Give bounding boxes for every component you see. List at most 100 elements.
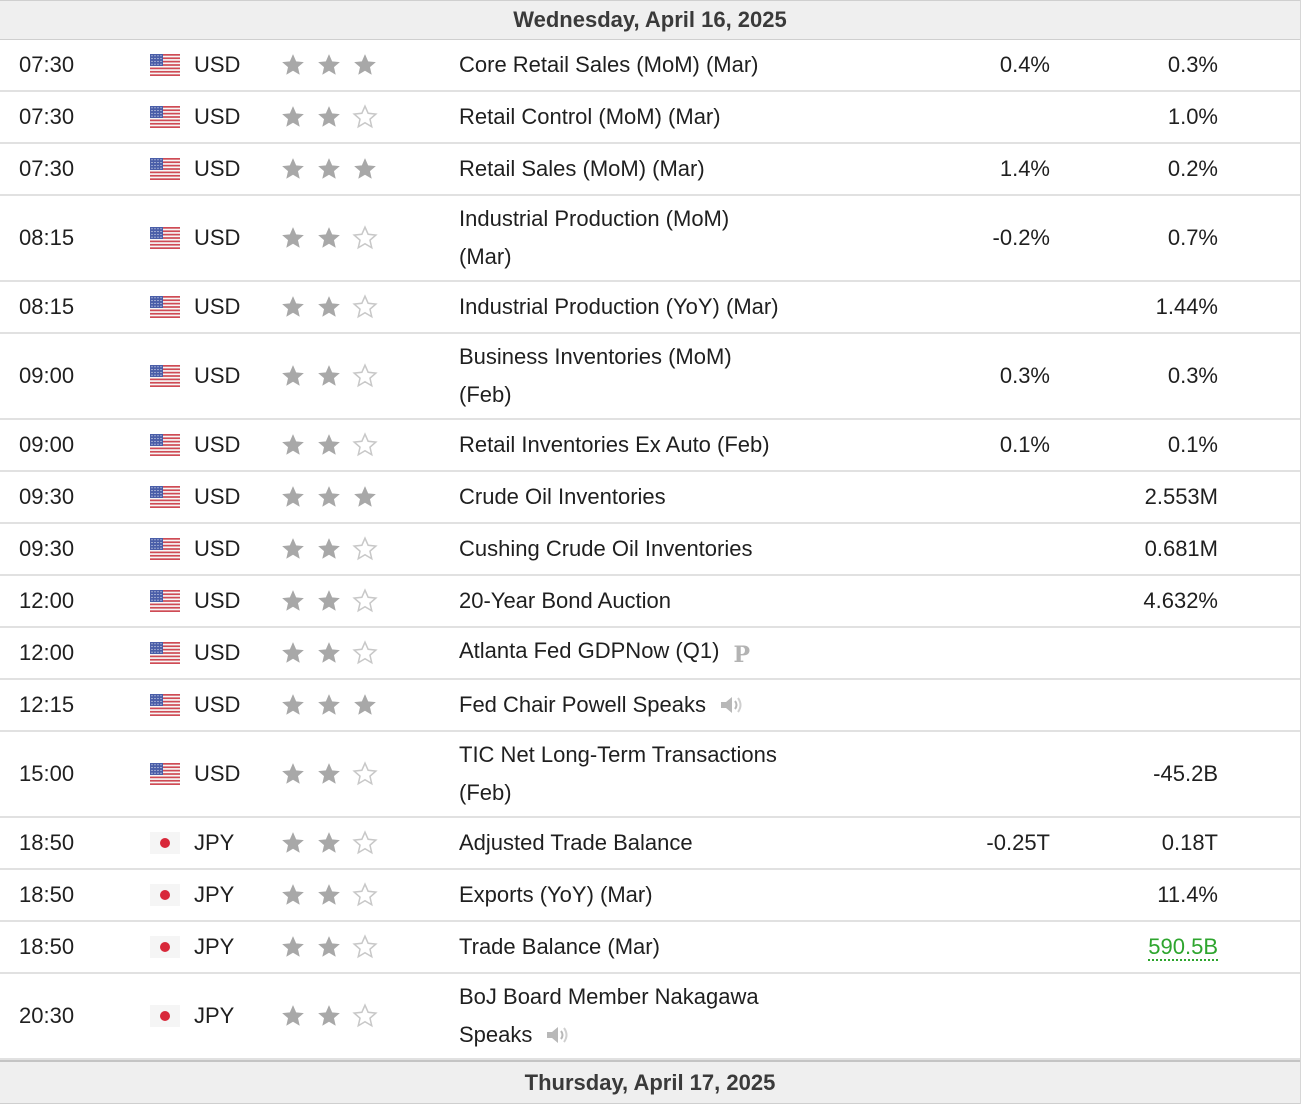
event-name-text: BoJ Board Member Nakagawa — [459, 984, 759, 1009]
event-row[interactable]: 12:00 USD Atlanta Fed GDPNow (Q1) P — [0, 628, 1300, 680]
event-time: 12:00 — [19, 588, 75, 613]
event-row[interactable]: 12:15 USD Fed Chair Powell Speaks — [0, 680, 1300, 732]
event-time: 09:00 — [19, 363, 75, 388]
us-flag-icon — [150, 54, 180, 76]
us-flag-icon — [150, 365, 180, 387]
event-previous-cell: 2.553M — [1050, 484, 1218, 510]
star-empty-icon — [352, 640, 378, 665]
flag-cell — [150, 590, 194, 612]
event-row[interactable]: 07:30 USD Retail Sales (MoM) (Mar) 1.4% 0.2% — [0, 144, 1300, 196]
star-empty-icon — [352, 934, 378, 959]
event-name[interactable]: Industrial Production (MoM) (Mar) — [459, 200, 859, 276]
event-row[interactable]: 08:15 USD Industrial Production (YoY) (Mar… — [0, 282, 1300, 334]
flag-cell — [150, 106, 194, 128]
event-name[interactable]: Trade Balance (Mar) — [459, 928, 859, 966]
event-row[interactable]: 20:30 JPY BoJ Board Member Nakagawa Speaks — [0, 974, 1300, 1060]
event-row[interactable]: 15:00 USD TIC Net Long-Term Transactions (F… — [0, 732, 1300, 818]
flag-cell — [150, 486, 194, 508]
event-previous: 0.7% — [1167, 225, 1218, 250]
event-name-line: Retail Inventories Ex Auto (Feb) — [459, 426, 859, 464]
star-filled-icon — [318, 434, 340, 455]
speaker-icon — [547, 1027, 568, 1043]
event-row[interactable]: 07:30 USD Core Retail Sales (MoM) (Mar) 0.4… — [0, 40, 1300, 92]
star-filled-icon — [318, 642, 340, 663]
us-flag-icon — [150, 538, 180, 560]
us-flag-icon — [150, 642, 180, 664]
star-filled-icon — [282, 832, 304, 853]
star-filled-icon — [282, 763, 304, 784]
event-time: 08:15 — [19, 294, 75, 319]
event-name[interactable]: Adjusted Trade Balance — [459, 824, 859, 862]
star-filled-icon — [318, 884, 340, 905]
event-row[interactable]: 08:15 USD Industrial Production (MoM) (Mar)… — [0, 196, 1300, 282]
importance-stars — [280, 692, 459, 718]
event-previous-cell: 0.681M — [1050, 536, 1218, 562]
jp-flag-icon — [150, 884, 180, 906]
event-name[interactable]: Industrial Production (YoY) (Mar) — [459, 288, 859, 326]
event-name[interactable]: Business Inventories (MoM) (Feb) — [459, 338, 859, 414]
event-name[interactable]: Crude Oil Inventories — [459, 478, 859, 516]
event-name[interactable]: TIC Net Long-Term Transactions (Feb) — [459, 736, 859, 812]
event-name-line: Cushing Crude Oil Inventories — [459, 530, 859, 568]
event-name[interactable]: BoJ Board Member Nakagawa Speaks — [459, 978, 859, 1054]
event-row[interactable]: 09:00 USD Retail Inventories Ex Auto (Feb)… — [0, 420, 1300, 472]
event-previous: 1.0% — [1167, 104, 1218, 129]
event-name-line: Core Retail Sales (MoM) (Mar) — [459, 46, 859, 84]
event-row[interactable]: 18:50 JPY Exports (YoY) (Mar) 11.4% — [0, 870, 1300, 922]
jp-flag-icon — [150, 832, 180, 854]
star-empty-icon — [352, 588, 378, 613]
event-name[interactable]: Retail Inventories Ex Auto (Feb) — [459, 426, 859, 464]
event-previous[interactable]: 590.5B — [1148, 934, 1218, 961]
event-name-line: Speaks — [459, 1016, 859, 1054]
event-previous: 2.553M — [1144, 484, 1218, 509]
importance-stars — [280, 830, 459, 856]
event-name[interactable]: Exports (YoY) (Mar) — [459, 876, 859, 914]
event-previous: 4.632% — [1143, 588, 1218, 613]
star-filled-icon — [318, 106, 340, 127]
star-filled-icon — [318, 694, 340, 715]
star-empty-icon — [352, 882, 378, 907]
event-name[interactable]: Atlanta Fed GDPNow (Q1) P — [459, 632, 859, 674]
flag-cell — [150, 158, 194, 180]
event-row[interactable]: 12:00 USD 20-Year Bond Auction 4.632% — [0, 576, 1300, 628]
event-name[interactable]: Fed Chair Powell Speaks — [459, 686, 859, 724]
event-name[interactable]: Retail Control (MoM) (Mar) — [459, 98, 859, 136]
event-name-text: Industrial Production (YoY) (Mar) — [459, 294, 779, 319]
event-previous: 1.44% — [1155, 294, 1218, 319]
star-filled-icon — [318, 158, 340, 179]
event-name[interactable]: Core Retail Sales (MoM) (Mar) — [459, 46, 859, 84]
star-empty-icon — [352, 761, 378, 786]
star-filled-icon — [318, 227, 340, 248]
event-time: 15:00 — [19, 761, 75, 786]
event-row[interactable]: 09:00 USD Business Inventories (MoM) (Feb) 0… — [0, 334, 1300, 420]
event-forecast: 0.3% — [999, 363, 1050, 388]
event-name[interactable]: 20-Year Bond Auction — [459, 582, 859, 620]
star-filled-icon — [282, 694, 304, 715]
star-empty-icon — [352, 363, 378, 388]
us-flag-icon — [150, 763, 180, 785]
event-forecast: -0.25T — [986, 830, 1050, 855]
event-row[interactable]: 18:50 JPY Adjusted Trade Balance -0.25T 0.18… — [0, 818, 1300, 870]
event-time: 12:00 — [19, 640, 75, 665]
flag-cell — [150, 936, 194, 958]
star-filled-icon — [282, 365, 304, 386]
event-name[interactable]: Retail Sales (MoM) (Mar) — [459, 150, 859, 188]
event-previous-cell: -45.2B — [1050, 761, 1218, 787]
event-row[interactable]: 09:30 USD Crude Oil Inventories 2.553M — [0, 472, 1300, 524]
event-name[interactable]: Cushing Crude Oil Inventories — [459, 530, 859, 568]
event-name-text: 20-Year Bond Auction — [459, 588, 672, 613]
event-previous-cell: 0.3% — [1050, 363, 1218, 389]
event-row[interactable]: 09:30 USD Cushing Crude Oil Inventories 0.6… — [0, 524, 1300, 576]
star-filled-icon — [282, 434, 304, 455]
event-previous-cell: 0.2% — [1050, 156, 1218, 182]
star-filled-icon — [282, 106, 304, 127]
star-filled-icon — [282, 54, 304, 75]
event-row[interactable]: 07:30 USD Retail Control (MoM) (Mar) 1.0% — [0, 92, 1300, 144]
event-row[interactable]: 18:50 JPY Trade Balance (Mar) 590.5B — [0, 922, 1300, 974]
flag-cell — [150, 227, 194, 249]
event-name-line: Crude Oil Inventories — [459, 478, 859, 516]
jp-flag-icon — [150, 1005, 180, 1027]
event-currency: JPY — [194, 1003, 235, 1028]
star-filled-icon — [282, 884, 304, 905]
